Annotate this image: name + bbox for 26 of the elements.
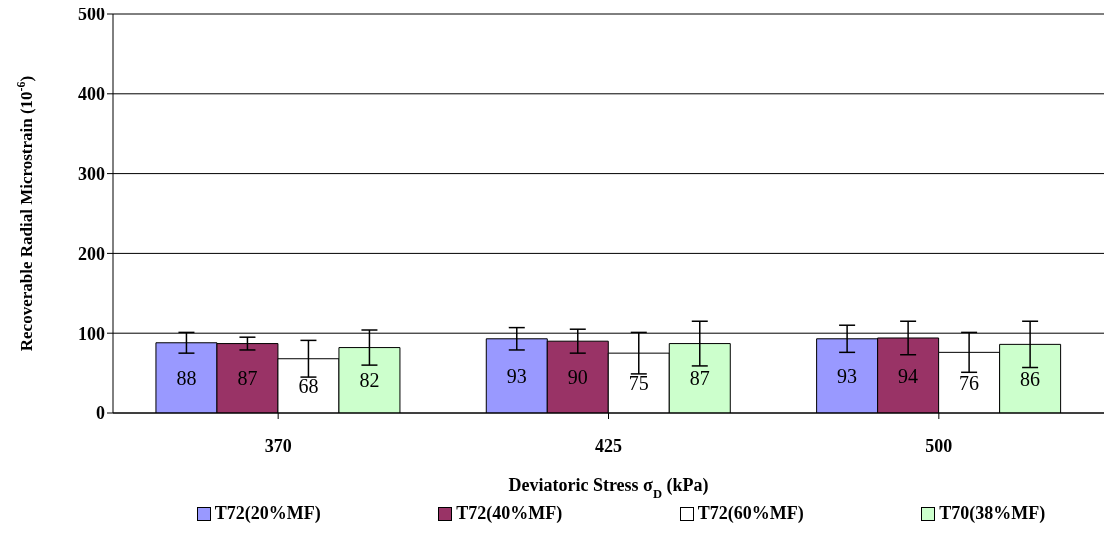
y-tick-label: 300 <box>78 163 105 184</box>
legend-label: T72(40%MF) <box>455 503 563 524</box>
legend-label: T70(38%MF) <box>938 503 1046 524</box>
data-label: 90 <box>567 366 588 389</box>
data-label: 75 <box>628 372 649 395</box>
x-axis-title: Deviatoric Stress σ$_{D}$ (kPa) <box>508 475 709 501</box>
y-tick-label: 500 <box>78 4 105 25</box>
y-tick-label: 200 <box>78 243 105 264</box>
data-label: 86 <box>1020 367 1041 390</box>
x-tick-label: 500 <box>925 435 953 456</box>
x-tick-label: 425 <box>595 435 622 456</box>
data-label: 76 <box>959 371 980 394</box>
y-tick-label: 0 <box>96 403 105 424</box>
data-label: 94 <box>898 364 919 387</box>
legend-label: T72(60%MF) <box>696 503 804 524</box>
data-label: 88 <box>176 366 197 389</box>
data-label: 87 <box>689 367 710 390</box>
data-label: 93 <box>837 364 858 387</box>
y-tick-label: 400 <box>78 84 105 105</box>
legend-label: T72(20%MF) <box>213 503 321 524</box>
x-tick-label: 370 <box>264 435 292 456</box>
data-label: 68 <box>298 374 319 397</box>
y-tick-label: 100 <box>78 323 105 344</box>
data-label: 82 <box>359 369 380 392</box>
data-label: 87 <box>237 367 258 390</box>
data-label: 93 <box>506 364 527 387</box>
